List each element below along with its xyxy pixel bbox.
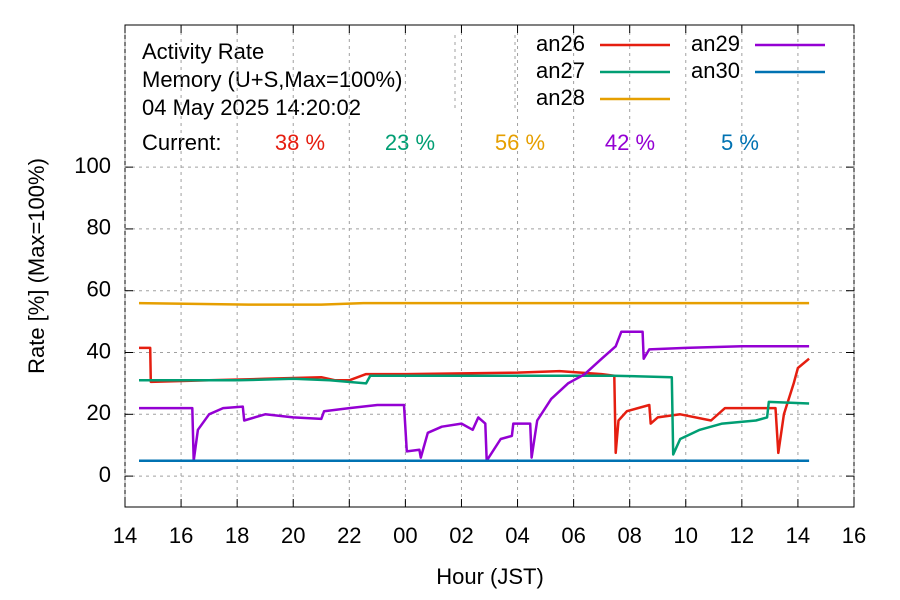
- y-tick-label: 0: [99, 462, 111, 487]
- legend-label: an30: [691, 58, 740, 83]
- x-axis-label: Hour (JST): [436, 564, 544, 589]
- series-line: [139, 346, 810, 455]
- x-tick-label: 22: [337, 523, 361, 548]
- x-tick-label: 16: [842, 523, 866, 548]
- title-line: 04 May 2025 14:20:02: [142, 95, 361, 120]
- x-tick-label: 00: [393, 523, 417, 548]
- current-label: Current:: [142, 130, 221, 155]
- x-tick-label: 02: [449, 523, 473, 548]
- series-line: [139, 330, 810, 462]
- y-axis-label: Rate [%] (Max=100%): [24, 158, 49, 374]
- x-tick-label: 14: [786, 523, 810, 548]
- series-line: [139, 374, 810, 456]
- legend-label: an27: [536, 58, 585, 83]
- title-line: Activity Rate: [142, 39, 264, 64]
- x-tick-label: 12: [730, 523, 754, 548]
- legend-label: an26: [536, 31, 585, 56]
- x-tick-label: 08: [617, 523, 641, 548]
- x-tick-label: 04: [505, 523, 529, 548]
- legend-label: an28: [536, 85, 585, 110]
- current-value: 56 %: [495, 130, 545, 155]
- title-line: Memory (U+S,Max=100%): [142, 67, 402, 92]
- x-tick-label: 06: [561, 523, 585, 548]
- x-tick-label: 10: [674, 523, 698, 548]
- current-value: 5 %: [721, 130, 759, 155]
- current-value: 23 %: [385, 130, 435, 155]
- x-tick-label: 16: [169, 523, 193, 548]
- x-tick-label: 20: [281, 523, 305, 548]
- current-value: 38 %: [275, 130, 325, 155]
- y-tick-label: 20: [87, 400, 111, 425]
- series-line: [138, 301, 810, 306]
- y-tick-label: 40: [87, 338, 111, 363]
- y-tick-label: 80: [87, 215, 111, 240]
- x-tick-label: 14: [113, 523, 137, 548]
- current-value: 42 %: [605, 130, 655, 155]
- y-tick-label: 100: [74, 153, 111, 178]
- y-tick-label: 60: [87, 277, 111, 302]
- legend-label: an29: [691, 31, 740, 56]
- x-tick-label: 18: [225, 523, 249, 548]
